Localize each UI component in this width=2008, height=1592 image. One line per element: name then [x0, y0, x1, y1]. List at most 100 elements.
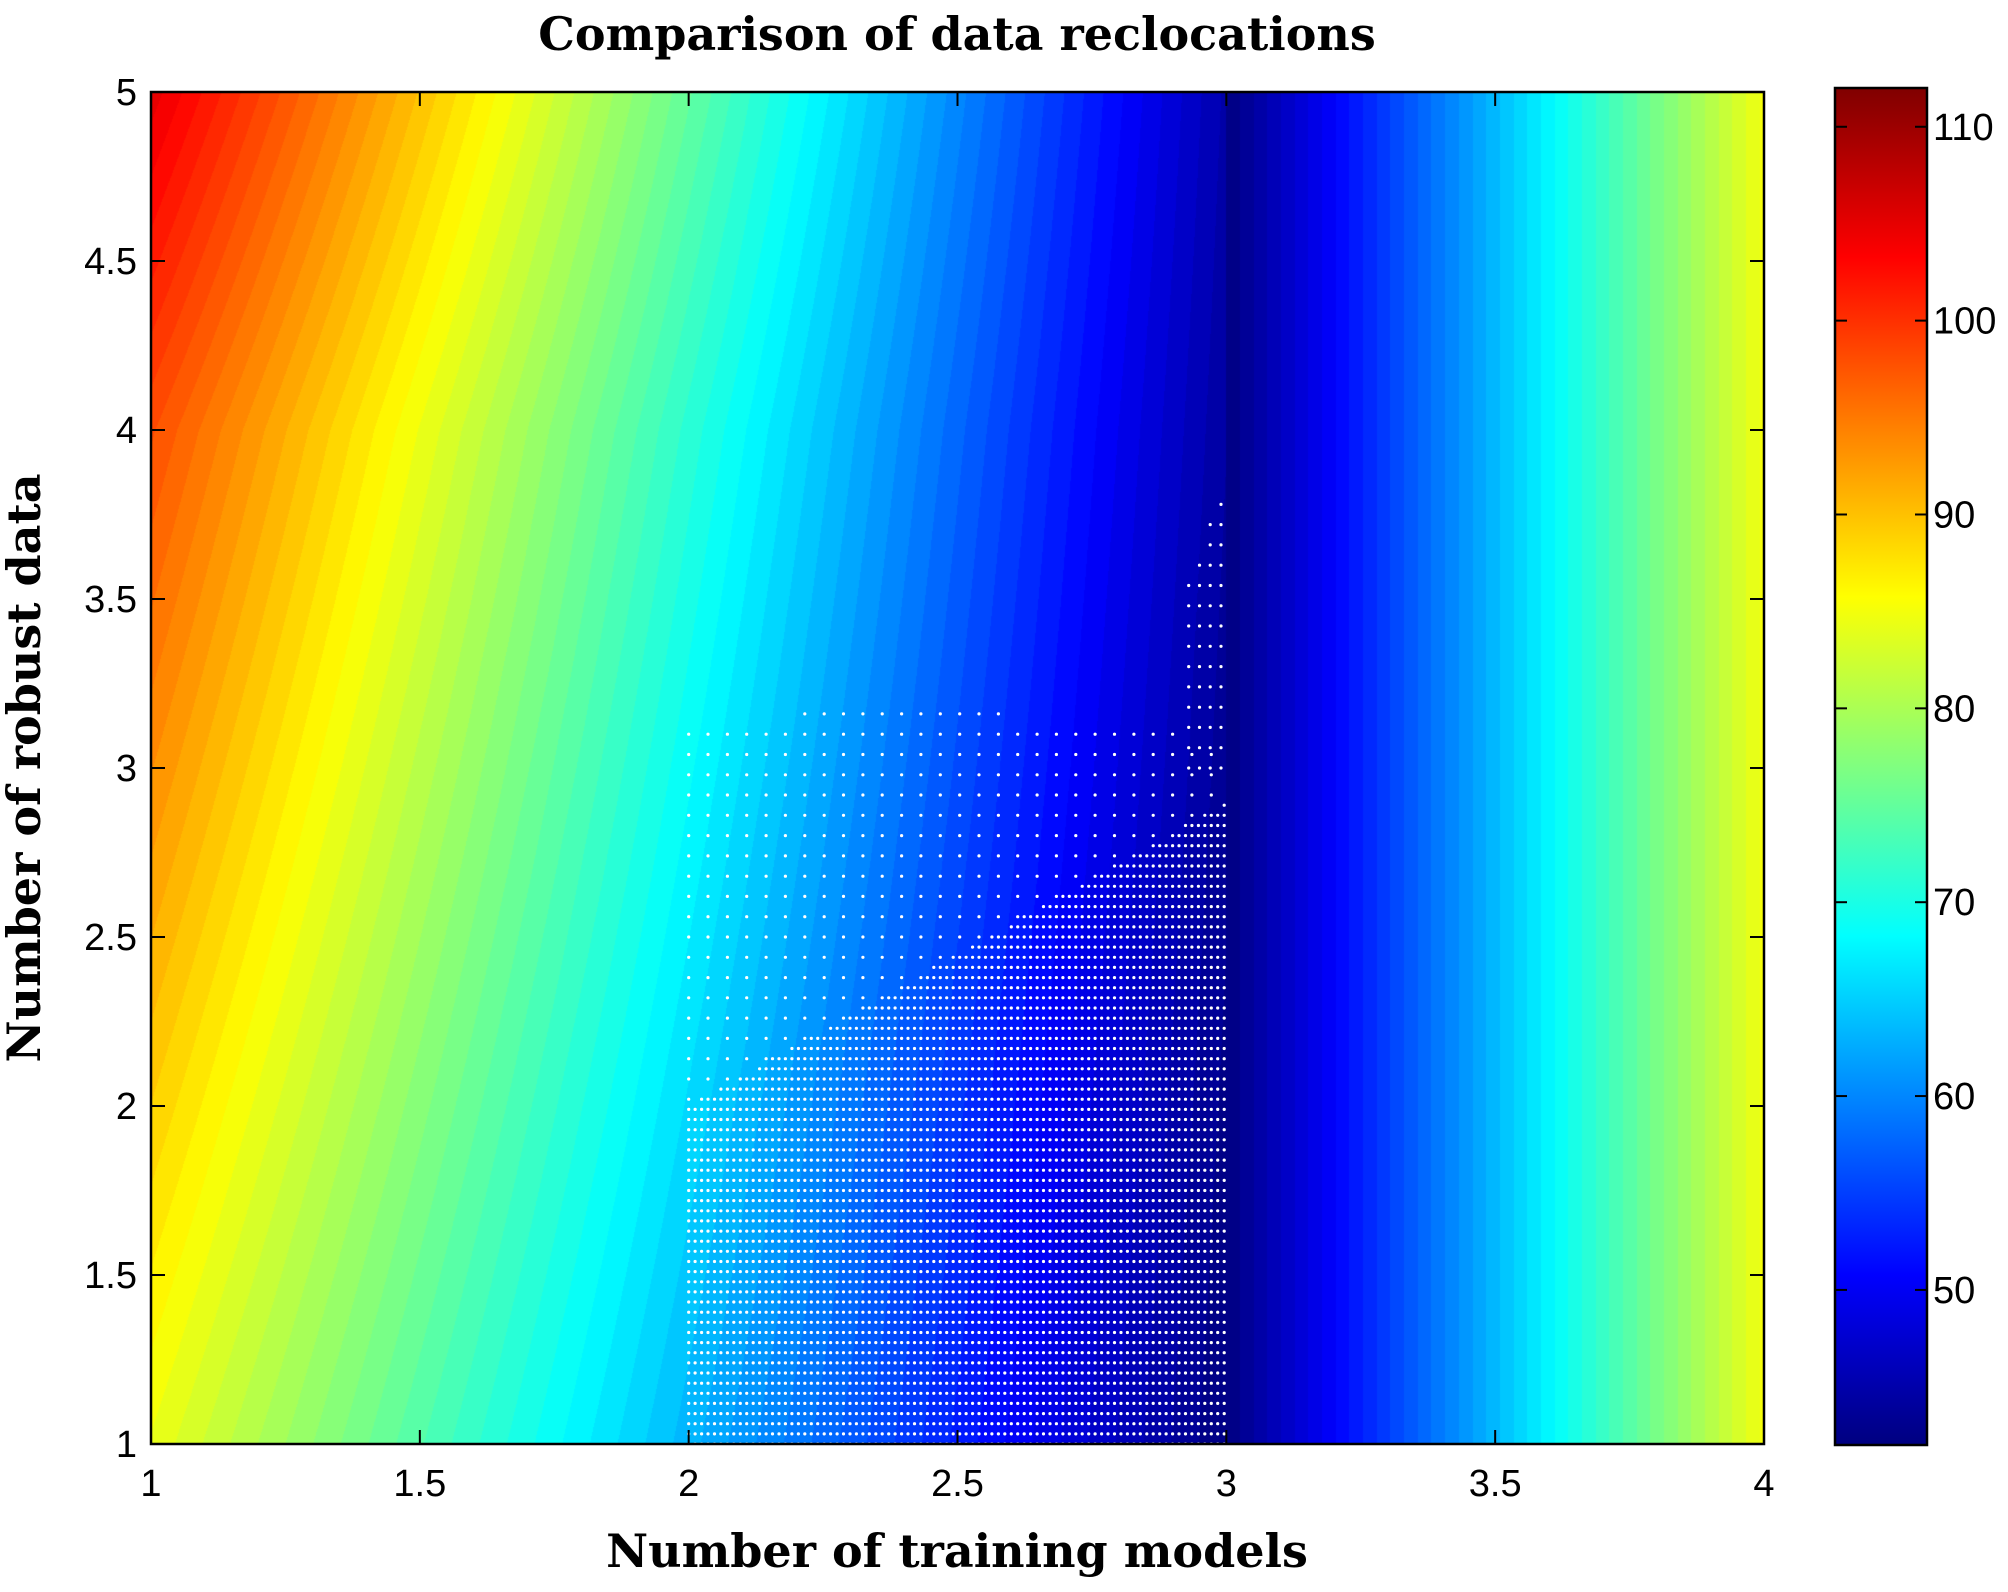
mesh-dot — [1080, 976, 1084, 980]
mesh-dot — [712, 1097, 717, 1101]
mesh-dot — [977, 1290, 981, 1294]
mesh-dot — [1196, 1209, 1200, 1213]
mesh-dot — [738, 1310, 742, 1314]
mesh-dot — [861, 854, 865, 858]
mesh-dot — [880, 1412, 884, 1416]
mesh-dot — [1203, 1016, 1207, 1020]
mesh-dot — [1003, 1067, 1007, 1071]
mesh-dot — [1138, 1249, 1142, 1253]
mesh-dot — [951, 1077, 955, 1081]
mesh-dot — [1048, 1239, 1052, 1243]
mesh-dot — [1151, 1351, 1155, 1355]
mesh-dot — [1074, 854, 1078, 858]
mesh-dot — [841, 1391, 846, 1395]
mesh-dot — [738, 1188, 742, 1193]
mesh-dot — [854, 1188, 859, 1193]
mesh-dot — [1171, 925, 1175, 929]
mesh-dot — [996, 773, 1001, 777]
mesh-dot — [1035, 1229, 1039, 1233]
mesh-dot — [1145, 976, 1149, 980]
mesh-dot — [1171, 834, 1175, 838]
mesh-dot — [1093, 935, 1097, 939]
mesh-dot — [1222, 1067, 1226, 1071]
mesh-dot — [770, 1239, 775, 1243]
mesh-dot — [783, 1077, 788, 1081]
mesh-dot — [854, 1412, 859, 1416]
mesh-dot — [712, 1371, 717, 1375]
mesh-dot — [841, 1412, 846, 1416]
mesh-dot — [1009, 1168, 1013, 1172]
mesh-dot — [751, 1158, 755, 1162]
mesh-dot — [1183, 1158, 1188, 1162]
mesh-dot — [700, 1371, 704, 1375]
mesh-dot — [945, 1077, 949, 1081]
mesh-dot — [880, 1422, 884, 1426]
mesh-dot — [1041, 996, 1046, 1000]
mesh-dot — [1016, 1067, 1020, 1071]
mesh-dot — [945, 1290, 949, 1294]
mesh-dot — [1145, 1006, 1149, 1010]
mesh-dot — [1132, 1158, 1136, 1162]
mesh-dot — [1048, 1280, 1052, 1284]
mesh-dot — [951, 1290, 955, 1294]
mesh-dot — [1171, 1036, 1175, 1040]
mesh-dot — [854, 1341, 859, 1345]
chart-title: Comparison of data reclocations — [538, 7, 1375, 61]
mesh-dot — [1112, 1310, 1117, 1314]
mesh-dot — [1112, 1057, 1117, 1061]
mesh-dot — [841, 1239, 846, 1243]
mesh-dot — [1093, 1310, 1097, 1314]
mesh-dot — [1177, 1006, 1181, 1010]
mesh-dot — [1158, 1320, 1162, 1324]
colorbar-tick-label: 100 — [1933, 301, 1996, 343]
mesh-dot — [958, 1412, 962, 1416]
mesh-dot — [719, 1148, 723, 1152]
mesh-dot — [912, 1067, 917, 1071]
mesh-dot — [996, 752, 1001, 757]
mesh-dot — [861, 955, 865, 959]
mesh-dot — [803, 1341, 807, 1345]
mesh-dot — [1074, 1391, 1078, 1395]
mesh-dot — [1003, 1371, 1007, 1375]
mesh-dot — [687, 955, 691, 959]
mesh-dot — [925, 1229, 930, 1233]
mesh-dot — [1171, 1209, 1175, 1213]
mesh-dot — [835, 1219, 839, 1223]
mesh-dot — [1061, 1300, 1065, 1304]
mesh-dot — [945, 1330, 949, 1335]
mesh-dot — [693, 1188, 697, 1193]
mesh-dot — [841, 793, 846, 797]
mesh-dot — [687, 1199, 691, 1203]
mesh-dot — [758, 1422, 762, 1426]
mesh-dot — [1035, 1067, 1039, 1071]
mesh-dot — [900, 1351, 904, 1355]
mesh-dot — [990, 935, 994, 939]
mesh-dot — [1145, 1158, 1149, 1162]
mesh-dot — [867, 1087, 871, 1091]
mesh-dot — [751, 1422, 755, 1426]
mesh-dot — [777, 1300, 781, 1304]
mesh-dot — [758, 1199, 762, 1203]
mesh-dot — [861, 1188, 865, 1193]
mesh-dot — [1112, 1412, 1117, 1416]
mesh-dot — [1067, 1229, 1071, 1233]
mesh-dot — [1048, 925, 1052, 929]
mesh-dot — [1196, 1087, 1200, 1091]
mesh-dot — [751, 1351, 755, 1355]
mesh-dot — [932, 1259, 936, 1264]
mesh-dot — [758, 1361, 762, 1365]
mesh-dot — [1087, 1219, 1091, 1223]
mesh-dot — [822, 1351, 826, 1355]
mesh-dot — [841, 773, 846, 777]
mesh-dot — [1009, 935, 1013, 939]
mesh-dot — [1151, 1209, 1155, 1213]
mesh-dot — [1041, 1178, 1046, 1182]
mesh-dot — [1087, 1280, 1091, 1284]
mesh-dot — [1100, 1077, 1104, 1081]
mesh-dot — [1074, 986, 1078, 990]
mesh-dot — [996, 834, 1001, 838]
mesh-dot — [738, 1097, 742, 1101]
mesh-dot — [1100, 986, 1104, 990]
mesh-dot — [1029, 955, 1033, 959]
mesh-dot — [1067, 925, 1071, 929]
